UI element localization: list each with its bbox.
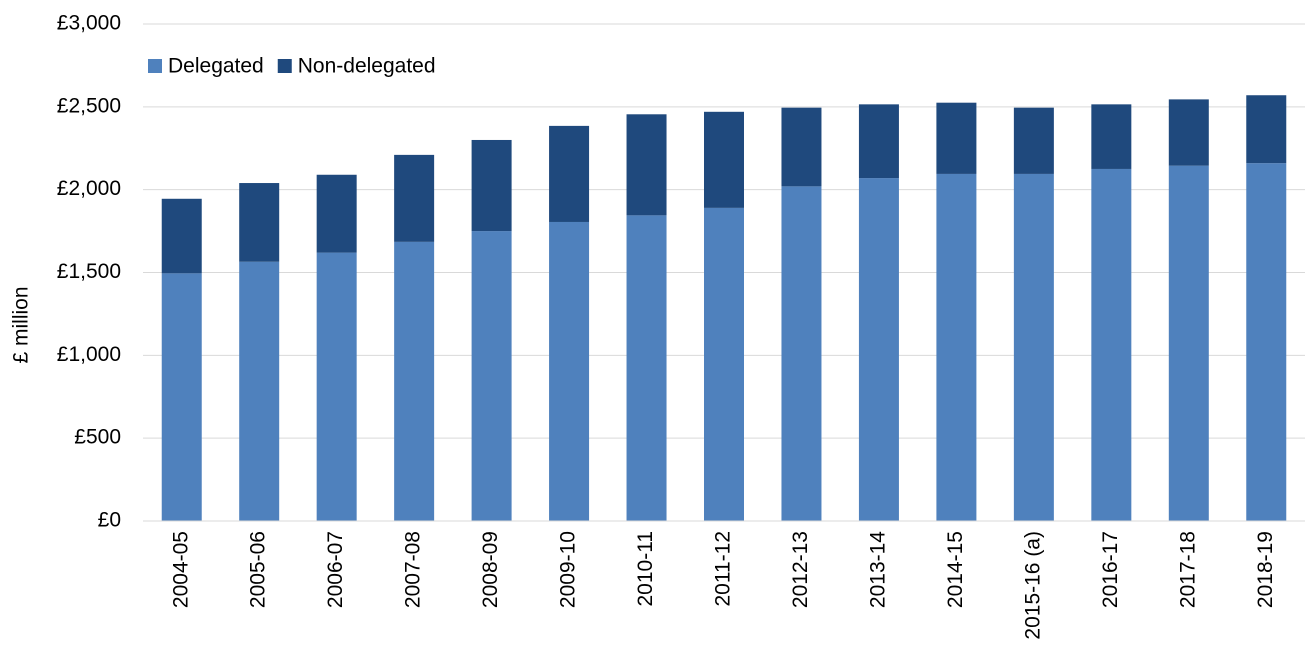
bar-segment bbox=[1013, 173, 1054, 521]
x-tick-label: 2011-12 bbox=[712, 531, 735, 607]
x-tick-label: 2009-10 bbox=[557, 531, 580, 608]
bar-segment bbox=[239, 261, 280, 521]
x-tick-label: 2010-11 bbox=[634, 531, 657, 607]
x-tick-label: 2015-16 (a) bbox=[1021, 531, 1044, 640]
bar-segment bbox=[781, 107, 822, 187]
bar-segment bbox=[161, 198, 202, 274]
bar-segment bbox=[1091, 168, 1132, 522]
x-tick-label: 2018-19 bbox=[1254, 531, 1277, 608]
y-tick-label: £1,000 bbox=[57, 343, 121, 366]
legend-swatch bbox=[277, 59, 292, 73]
bar-segment bbox=[549, 125, 590, 222]
bar-segment bbox=[1246, 163, 1287, 521]
bar-segment bbox=[1168, 99, 1209, 166]
bar-segment bbox=[316, 174, 357, 253]
bar-segment bbox=[858, 178, 899, 521]
legend-swatch bbox=[148, 59, 162, 73]
bar-segment bbox=[781, 186, 822, 521]
bar-segment bbox=[549, 221, 590, 521]
x-tick-label: 2005-06 bbox=[247, 531, 270, 608]
x-tick-label: 2014-15 bbox=[944, 531, 967, 608]
legend-label: Delegated bbox=[168, 55, 264, 78]
x-tick-label: 2004-05 bbox=[169, 531, 192, 608]
bar-segment bbox=[239, 183, 280, 262]
y-tick-label: £3,000 bbox=[57, 12, 121, 35]
x-tick-label: 2012-13 bbox=[789, 531, 812, 608]
bar-segment bbox=[626, 215, 667, 521]
bar-segment bbox=[704, 111, 744, 208]
x-tick-label: 2017-18 bbox=[1176, 531, 1199, 608]
y-tick-label: £2,500 bbox=[57, 94, 121, 117]
x-tick-label: 2006-07 bbox=[324, 531, 347, 608]
y-tick-label: £500 bbox=[74, 426, 121, 449]
x-tick-label: 2007-08 bbox=[402, 531, 425, 608]
bar-segment bbox=[1246, 95, 1287, 164]
bar-segment bbox=[936, 102, 977, 174]
y-tick-label: £0 bbox=[98, 509, 121, 532]
x-tick-label: 2013-14 bbox=[866, 531, 889, 608]
bar-segment bbox=[1168, 165, 1209, 521]
bar-segment bbox=[394, 154, 435, 242]
bar-segment bbox=[394, 241, 435, 521]
x-tick-label: 2008-09 bbox=[479, 531, 502, 608]
bar-segment bbox=[316, 252, 357, 521]
bar-segment bbox=[626, 114, 667, 216]
bar-segment bbox=[161, 273, 202, 521]
bar-segment bbox=[1013, 107, 1054, 174]
x-tick-label: 2016-17 bbox=[1099, 531, 1122, 608]
bar-segment bbox=[858, 104, 899, 179]
bar-segment bbox=[471, 139, 512, 232]
bar-segment bbox=[704, 207, 744, 521]
y-axis-label: £ million bbox=[10, 286, 33, 363]
legend-label: Non-delegated bbox=[298, 55, 436, 78]
y-tick-label: £1,500 bbox=[57, 260, 121, 283]
bar-segment bbox=[471, 231, 512, 522]
bar-segment bbox=[936, 173, 977, 521]
y-tick-label: £2,000 bbox=[57, 177, 121, 200]
bar-segment bbox=[1091, 104, 1132, 169]
